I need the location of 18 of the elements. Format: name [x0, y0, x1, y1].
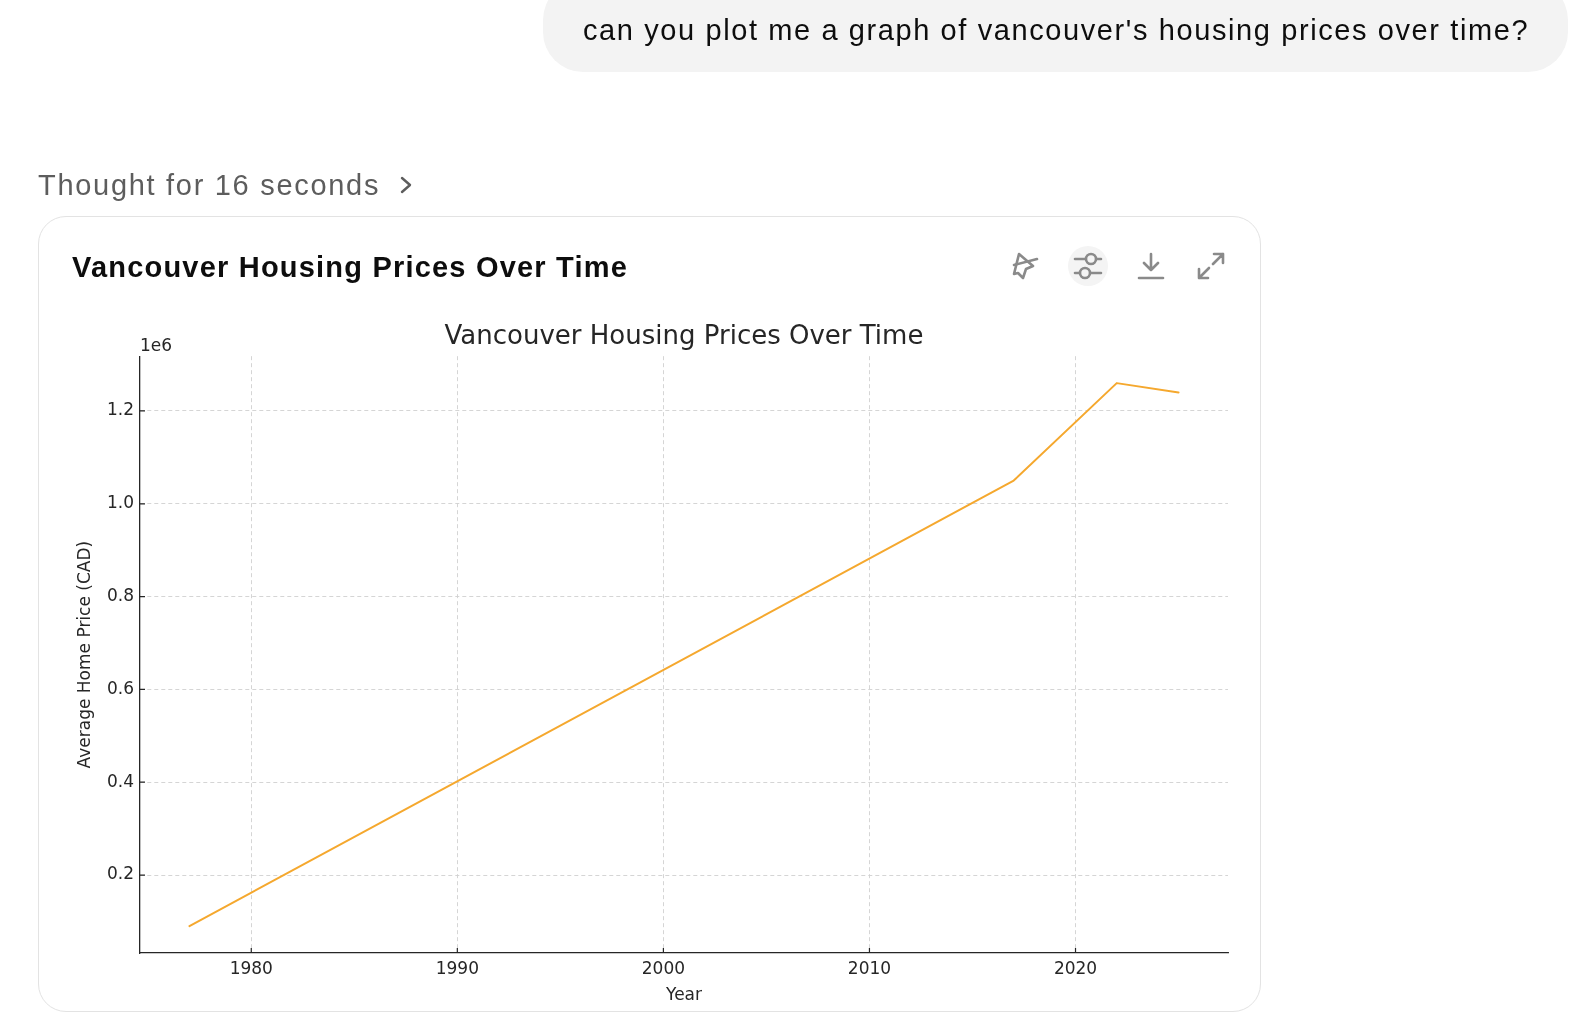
y-tick-label: 0.8: [106, 585, 134, 606]
text: can you plot me a graph of vancouver's housing prices over time?: [583, 13, 1530, 47]
chart-title: Vancouver Housing Prices Over Time: [444, 320, 924, 351]
x-tick-label: 2020: [1053, 957, 1098, 978]
text: Vancouver Housing Prices Over Time: [72, 250, 629, 284]
y-tick-label: 1.0: [106, 492, 134, 513]
y-tick-label: 0.6: [106, 677, 134, 698]
y-axis-title: Average Home Price (CAD): [73, 540, 94, 769]
x-tick-label: 1980: [229, 957, 273, 978]
text: Thought for 16 seconds: [38, 168, 381, 202]
x-tick-label: 1990: [435, 957, 479, 978]
x-tick-label: 2000: [641, 957, 686, 978]
x-axis-title: Year: [665, 984, 702, 1005]
y-tick-label: 1.2: [106, 399, 134, 420]
text: 1e6: [140, 335, 173, 356]
y-tick-label: 0.4: [106, 770, 134, 791]
y-tick-label: 0.2: [106, 863, 134, 884]
x-tick-label: 2010: [847, 957, 892, 978]
